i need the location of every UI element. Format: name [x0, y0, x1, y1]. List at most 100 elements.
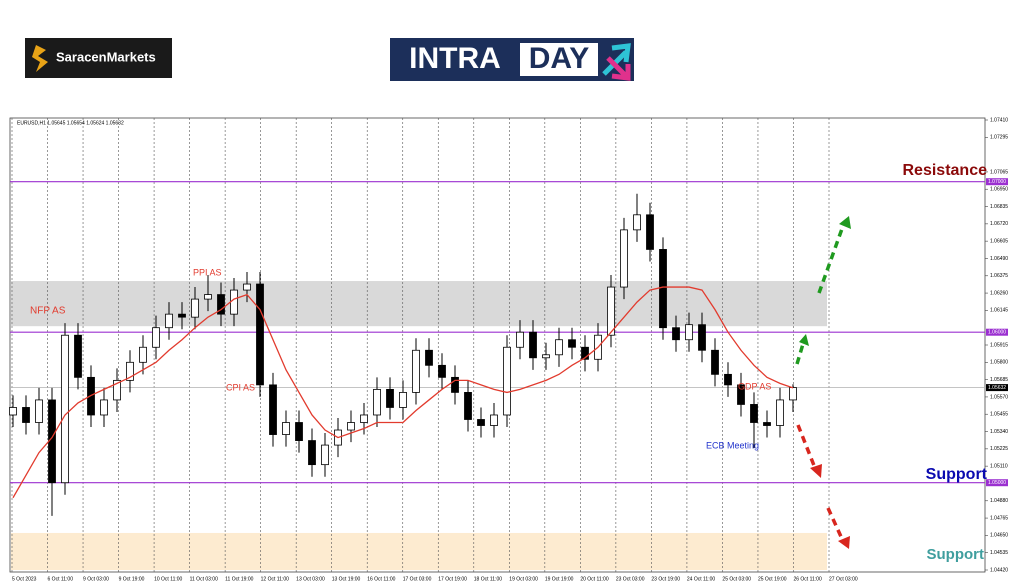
x-tick-label: 17 Oct 03:00 — [403, 576, 432, 582]
candle-body — [61, 334, 69, 484]
candle-body — [269, 384, 277, 435]
y-tick-label: 1.04535 — [990, 550, 1008, 556]
x-tick-label: 12 Oct 11:00 — [261, 576, 289, 582]
y-tick-label: 1.06490 — [990, 256, 1008, 262]
arrow-down — [826, 507, 845, 542]
candle-body — [256, 283, 264, 386]
y-tick-label: 1.04765 — [990, 515, 1008, 521]
x-tick-label: 13 Oct 19:00 — [332, 576, 361, 582]
candle-body — [178, 313, 186, 318]
x-tick-label: 10 Oct 11:00 — [154, 576, 182, 582]
x-tick-label: 17 Oct 19:00 — [438, 576, 467, 582]
candle-body — [451, 376, 459, 393]
candle-body — [321, 444, 329, 466]
y-tick-label: 1.06605 — [990, 238, 1008, 244]
level-label: 1.05000 — [988, 480, 1006, 486]
x-tick-label: 5 Oct 2023 — [12, 576, 37, 582]
moving-average — [12, 286, 794, 499]
candle-body — [139, 346, 147, 363]
y-tick-label: 1.05800 — [990, 360, 1008, 366]
arrowhead — [810, 464, 822, 478]
y-tick-label: 1.06145 — [990, 308, 1008, 314]
x-tick-label: 19 Oct 03:00 — [509, 576, 538, 582]
candle-body — [516, 331, 524, 348]
level-label: 1.07000 — [988, 179, 1006, 185]
candle-body — [35, 399, 43, 423]
zone — [11, 532, 827, 570]
candle-body — [789, 387, 797, 401]
candle-body — [763, 422, 771, 426]
candle-body — [282, 422, 290, 435]
candle-body — [100, 399, 108, 416]
candle-body — [672, 327, 680, 341]
x-tick-label: 26 Oct 11:00 — [793, 576, 821, 582]
candle-body — [87, 376, 95, 416]
y-tick-label: 1.05110 — [990, 463, 1008, 469]
y-tick-label: 1.05340 — [990, 429, 1008, 435]
x-tick-label: 27 Oct 03:00 — [829, 576, 858, 582]
y-tick-label: 1.04650 — [990, 533, 1008, 539]
candle-body — [425, 349, 433, 366]
y-tick-label: 1.06260 — [990, 290, 1008, 296]
x-tick-label: 25 Oct 03:00 — [722, 576, 751, 582]
candle-body — [295, 422, 303, 441]
saracen-logo — [25, 38, 172, 78]
candle-body — [620, 229, 628, 288]
candle-body — [165, 313, 173, 329]
level-label: 1.06000 — [988, 330, 1006, 336]
x-tick-label: 24 Oct 11:00 — [687, 576, 715, 582]
x-tick-label: 13 Oct 03:00 — [296, 576, 325, 582]
y-tick-label: 1.06835 — [990, 204, 1008, 210]
candle-body — [646, 214, 654, 250]
candle-body — [555, 339, 563, 356]
candle-body — [399, 392, 407, 408]
candle-body — [724, 373, 732, 386]
x-tick-label: 6 Oct 11:00 — [48, 576, 74, 582]
y-tick-label: 1.05570 — [990, 394, 1008, 400]
arrows — [795, 225, 845, 542]
zone — [11, 281, 827, 327]
x-tick-label: 19 Oct 19:00 — [545, 576, 574, 582]
y-tick-label: 1.04420 — [990, 567, 1008, 573]
candle-body — [737, 384, 745, 405]
candle-body — [243, 283, 251, 291]
candle-body — [152, 327, 160, 348]
candle-body — [9, 407, 17, 416]
annotation: NFP AS — [30, 306, 66, 317]
candle-body — [464, 392, 472, 420]
candle-body — [373, 388, 381, 416]
intraday-arrow-down — [606, 56, 631, 81]
arrowheads — [799, 216, 851, 549]
candle-body — [347, 422, 355, 431]
intraday-box — [520, 43, 598, 76]
intraday-left: INTRA — [409, 42, 501, 75]
x-tick-label: 11 Oct 19:00 — [225, 576, 253, 582]
x-tick-label: 9 Oct 03:00 — [83, 576, 109, 582]
candle-body — [607, 286, 615, 336]
y-tick-label: 1.05915 — [990, 342, 1008, 348]
candle-body — [438, 364, 446, 378]
candle-body — [217, 294, 225, 315]
candle-body — [412, 349, 420, 393]
annotation: GDP AS — [738, 381, 771, 391]
candle-body — [685, 324, 693, 341]
x-tick-label: 25 Oct 19:00 — [758, 576, 787, 582]
candle-body — [711, 349, 719, 375]
candle-body — [503, 346, 511, 416]
current-label-bg — [986, 384, 1008, 392]
y-tick-label: 1.07410 — [990, 117, 1008, 123]
arrowhead — [799, 334, 809, 346]
candle-body — [698, 324, 706, 351]
candle-body — [633, 214, 641, 231]
saracen-text: SaracenMarkets — [56, 49, 156, 64]
candle-body — [74, 334, 82, 378]
annotation: Support — [927, 546, 985, 563]
candle-body — [477, 419, 485, 426]
y-tick-label: 1.05685 — [990, 377, 1008, 383]
x-tick-label: 23 Oct 19:00 — [651, 576, 680, 582]
annotation: Support — [926, 466, 988, 483]
x-tick-label: 23 Oct 03:00 — [616, 576, 645, 582]
y-tick-label: 1.07295 — [990, 135, 1008, 141]
y-tick-label: 1.06720 — [990, 221, 1008, 227]
